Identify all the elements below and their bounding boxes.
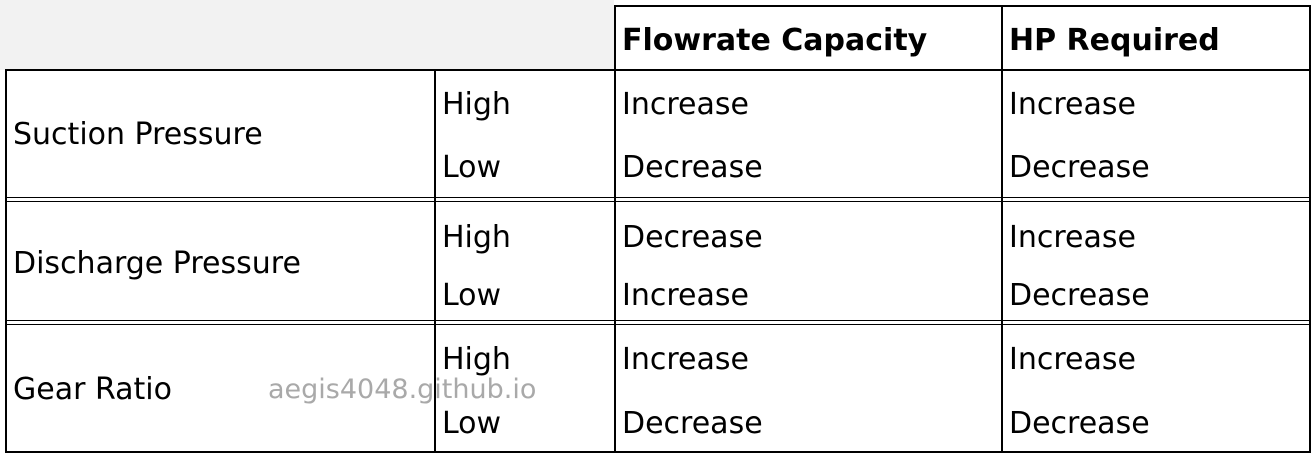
factor-suction-pressure: Suction Pressure	[13, 117, 263, 152]
watermark: aegis4048.github.io	[268, 374, 537, 405]
level-cell: High	[442, 220, 511, 255]
hp-cell: Increase	[1009, 87, 1136, 122]
level-flowrate-divider	[614, 5, 616, 453]
header-top-border	[614, 5, 1311, 7]
flowrate-cell: Decrease	[622, 406, 763, 441]
hp-cell: Increase	[1009, 220, 1136, 255]
flowrate-cell: Increase	[622, 87, 749, 122]
flowrate-cell: Decrease	[622, 220, 763, 255]
empty-corner-cell	[0, 0, 614, 70]
level-cell: Low	[442, 150, 502, 185]
header-flowrate-capacity: Flowrate Capacity	[622, 23, 928, 58]
group2-bottom-border-b	[5, 324, 1311, 325]
hp-cell: Decrease	[1009, 150, 1150, 185]
group1-bottom-border-a	[5, 197, 1311, 198]
right-border	[1309, 5, 1311, 453]
level-cell: Low	[442, 406, 502, 441]
left-border	[5, 69, 7, 453]
flowrate-hp-divider	[1001, 5, 1003, 453]
table-bottom-border	[5, 451, 1311, 453]
hp-cell: Decrease	[1009, 278, 1150, 313]
flowrate-cell: Decrease	[622, 150, 763, 185]
table-top-border	[5, 69, 1311, 71]
flowrate-cell: Increase	[622, 342, 749, 377]
hp-cell: Increase	[1009, 342, 1136, 377]
group2-bottom-border-a	[5, 320, 1311, 321]
level-cell: High	[442, 87, 511, 122]
hp-cell: Decrease	[1009, 406, 1150, 441]
factor-discharge-pressure: Discharge Pressure	[13, 246, 301, 281]
header-hp-required: HP Required	[1009, 23, 1220, 58]
flowrate-cell: Increase	[622, 278, 749, 313]
factor-level-divider	[434, 69, 436, 453]
group1-bottom-border-b	[5, 201, 1311, 202]
level-cell: Low	[442, 278, 502, 313]
factor-gear-ratio: Gear Ratio	[13, 372, 172, 407]
level-cell: High	[442, 342, 511, 377]
